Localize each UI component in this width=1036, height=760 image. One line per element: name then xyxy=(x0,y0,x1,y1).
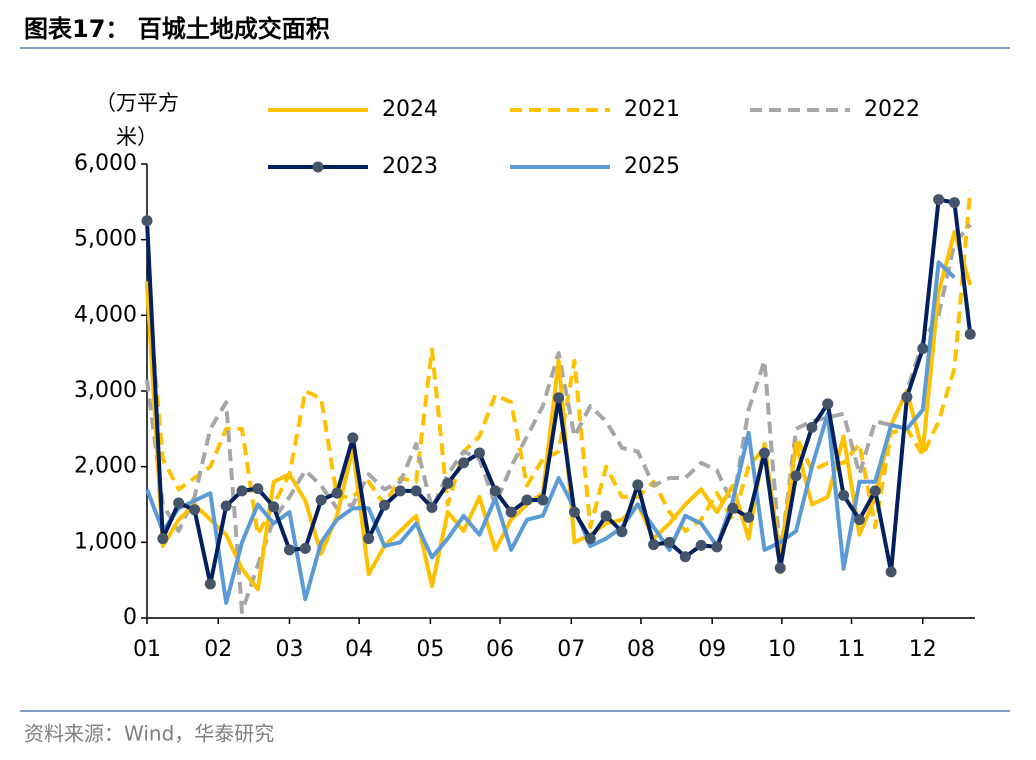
series-marker xyxy=(363,533,375,545)
legend-label: 2025 xyxy=(624,154,680,179)
series-marker xyxy=(790,470,802,482)
series-marker xyxy=(774,562,786,574)
legend-label: 2021 xyxy=(624,97,680,122)
series-marker xyxy=(331,487,343,499)
x-tick-label: 08 xyxy=(627,637,655,662)
series-marker xyxy=(489,485,501,497)
y-tick-label: 0 xyxy=(123,605,137,630)
series-marker xyxy=(917,343,929,355)
series-marker xyxy=(679,551,691,563)
y-tick-label: 5,000 xyxy=(74,227,137,252)
series-marker xyxy=(616,526,628,538)
series-marker xyxy=(933,194,945,206)
series-marker xyxy=(584,533,596,545)
y-axis-label: （万平方米） xyxy=(95,91,179,149)
series-marker xyxy=(948,197,960,209)
series-marker xyxy=(521,494,533,506)
series-marker xyxy=(141,215,153,227)
series-marker xyxy=(663,536,675,548)
series-marker xyxy=(173,497,185,509)
series-marker xyxy=(410,485,422,497)
legend-label: 2023 xyxy=(382,154,438,179)
series-marker xyxy=(711,541,723,553)
series-marker xyxy=(727,502,739,514)
x-tick-label: 10 xyxy=(768,637,796,662)
series-marker xyxy=(600,510,612,522)
series-marker xyxy=(458,457,470,469)
series-marker xyxy=(283,544,295,556)
series-marker xyxy=(743,511,755,523)
series-marker xyxy=(822,398,834,410)
x-tick-label: 06 xyxy=(486,637,514,662)
series-marker xyxy=(853,514,865,526)
series-marker xyxy=(157,533,169,545)
series-marker xyxy=(553,392,565,404)
series-marker xyxy=(236,485,248,497)
series-marker xyxy=(347,432,359,444)
series-marker xyxy=(252,483,264,495)
source: 资料来源：Wind，华泰研究 xyxy=(24,722,274,746)
series-marker xyxy=(220,500,232,512)
series-marker xyxy=(964,328,976,340)
series-line xyxy=(145,190,973,575)
series-marker xyxy=(442,477,454,489)
series-line xyxy=(145,260,956,605)
series-marker xyxy=(378,499,390,511)
series-marker xyxy=(568,506,580,518)
series-marker xyxy=(188,504,200,516)
series-marker xyxy=(869,485,881,497)
series-marker xyxy=(268,501,280,513)
chart-title: 图表17： 百城土地成交面积 xyxy=(24,15,330,43)
series-marker xyxy=(758,447,770,459)
series-marker xyxy=(426,502,438,514)
series-marker xyxy=(885,566,897,578)
legend-label: 2022 xyxy=(864,97,920,122)
series-marker xyxy=(473,447,485,459)
x-tick-label: 09 xyxy=(698,637,726,662)
series-marker xyxy=(838,489,850,501)
legend-marker xyxy=(312,161,324,173)
y-tick-label: 4,000 xyxy=(74,302,137,327)
x-tick-label: 03 xyxy=(275,637,303,662)
series-marker xyxy=(299,542,311,554)
x-tick-label: 05 xyxy=(416,637,444,662)
series-marker xyxy=(505,506,517,518)
x-tick-label: 04 xyxy=(345,637,373,662)
y-tick-label: 1,000 xyxy=(74,529,137,554)
legend-label: 2024 xyxy=(382,97,438,122)
series-marker xyxy=(648,539,660,551)
series-marker xyxy=(315,494,327,506)
x-tick-label: 01 xyxy=(133,637,161,662)
series-marker xyxy=(901,391,913,403)
series-marker xyxy=(394,485,406,497)
series-marker xyxy=(695,539,707,551)
y-tick-label: 3,000 xyxy=(74,378,137,403)
x-tick-label: 02 xyxy=(204,637,232,662)
x-tick-label: 12 xyxy=(909,637,937,662)
series-marker xyxy=(204,578,216,590)
x-tick-label: 07 xyxy=(557,637,585,662)
x-tick-label: 11 xyxy=(838,637,866,662)
y-tick-label: 6,000 xyxy=(74,151,137,176)
series-line xyxy=(145,223,972,614)
y-tick-label: 2,000 xyxy=(74,454,137,479)
series-marker xyxy=(537,494,549,506)
series-marker xyxy=(632,479,644,491)
series-marker xyxy=(806,421,818,433)
